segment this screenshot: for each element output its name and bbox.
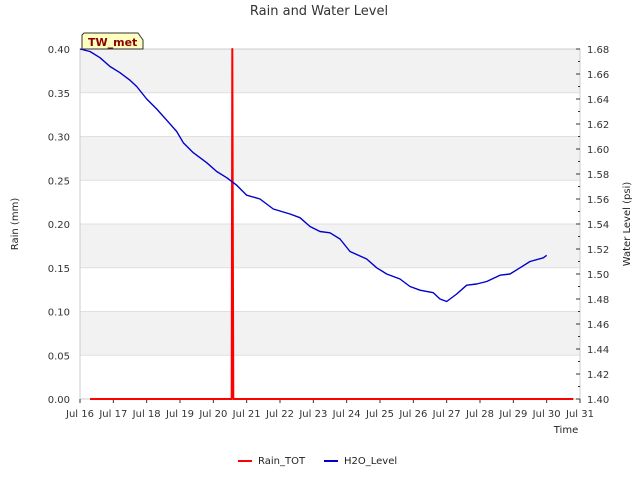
- legend: Rain_TOT H2O_Level: [238, 456, 397, 467]
- y2-tick-label: 1.44: [587, 345, 609, 356]
- y2-tick-label: 1.58: [587, 170, 609, 181]
- plot-band: [80, 136, 580, 181]
- legend-label-h2o: H2O_Level: [344, 456, 397, 467]
- x-tick-label: Jul 24: [332, 409, 361, 420]
- x-tick-label: Jul 30: [532, 409, 561, 420]
- y-tick-label: 0.15: [48, 264, 70, 275]
- badge-label: TW_met: [88, 36, 137, 49]
- y2-tick-label: 1.40: [587, 395, 609, 406]
- y2-tick-label: 1.54: [587, 220, 609, 231]
- y2-tick-label: 1.56: [587, 195, 609, 206]
- y-axis-title-left: Rain (mm): [10, 198, 21, 251]
- x-tick-label: Jul 18: [132, 409, 161, 420]
- series-line-rain-tot: [90, 48, 574, 400]
- x-tick-label: Jul 20: [198, 409, 227, 420]
- badge-shape: [81, 32, 144, 50]
- x-tick-label: Jul 29: [498, 409, 527, 420]
- y-tick-label: 0.30: [48, 133, 70, 144]
- x-tick-label: Jul 17: [98, 409, 127, 420]
- y-axis-left: 0.00 0.05 0.10 0.15 0.20 0.25 0.30 0.35 0.40: [48, 45, 70, 406]
- y2-tick-label: 1.66: [587, 70, 609, 81]
- y2-tick-label: 1.46: [587, 320, 609, 331]
- plot-band: [80, 311, 580, 356]
- x-tick-label: Jul 23: [298, 409, 327, 420]
- y2-tick-label: 1.52: [587, 245, 609, 256]
- y-tick-label: 0.35: [48, 89, 70, 100]
- y-axis-right: 1.40 1.42 1.44 1.46 1.48 1.50 1.52 1.54 1.56 1.58…: [576, 45, 609, 406]
- x-tick-label: Jul 31: [565, 409, 594, 420]
- y2-tick-label: 1.50: [587, 270, 609, 281]
- y-tick-label: 0.00: [48, 395, 70, 406]
- y-tick-label: 0.05: [48, 351, 70, 362]
- x-tick-label: Jul 16: [65, 409, 94, 420]
- x-tick-label: Jul 21: [232, 409, 261, 420]
- y2-tick-label: 1.60: [587, 145, 609, 156]
- series-line-h2o-level: [79, 48, 548, 303]
- plot-bands: [80, 49, 580, 356]
- x-tick-label: Jul 22: [265, 409, 294, 420]
- x-tick-label: Jul 28: [465, 409, 494, 420]
- y2-tick-label: 1.68: [587, 45, 609, 56]
- y-tick-label: 0.25: [48, 176, 70, 187]
- x-tick-label: Jul 25: [365, 409, 394, 420]
- x-tick-label: Jul 26: [398, 409, 427, 420]
- y-tick-label: 0.10: [48, 308, 70, 319]
- y2-tick-label: 1.48: [587, 295, 609, 306]
- y2-tick-label: 1.42: [587, 370, 609, 381]
- plot-band: [80, 224, 580, 268]
- y-axis-title-right: Water Level (psi): [622, 182, 633, 267]
- y-tick-label: 0.20: [48, 220, 70, 231]
- x-axis-title: Time: [553, 425, 578, 436]
- x-tick-label: Jul 19: [165, 409, 194, 420]
- y-tick-label: 0.40: [48, 45, 70, 56]
- y2-tick-label: 1.64: [587, 95, 609, 106]
- x-tick-label: Jul 27: [432, 409, 461, 420]
- plot-band: [80, 49, 580, 93]
- y2-tick-label: 1.62: [587, 120, 609, 131]
- chart-title: Rain and Water Level: [250, 4, 388, 19]
- station-badge: TW_met: [81, 32, 144, 50]
- series-group: [79, 48, 574, 400]
- x-axis: Jul 16 Jul 17 Jul 18 Jul 19 Jul 20 Jul 21 Jul …: [65, 399, 594, 420]
- legend-label-rain: Rain_TOT: [258, 456, 306, 467]
